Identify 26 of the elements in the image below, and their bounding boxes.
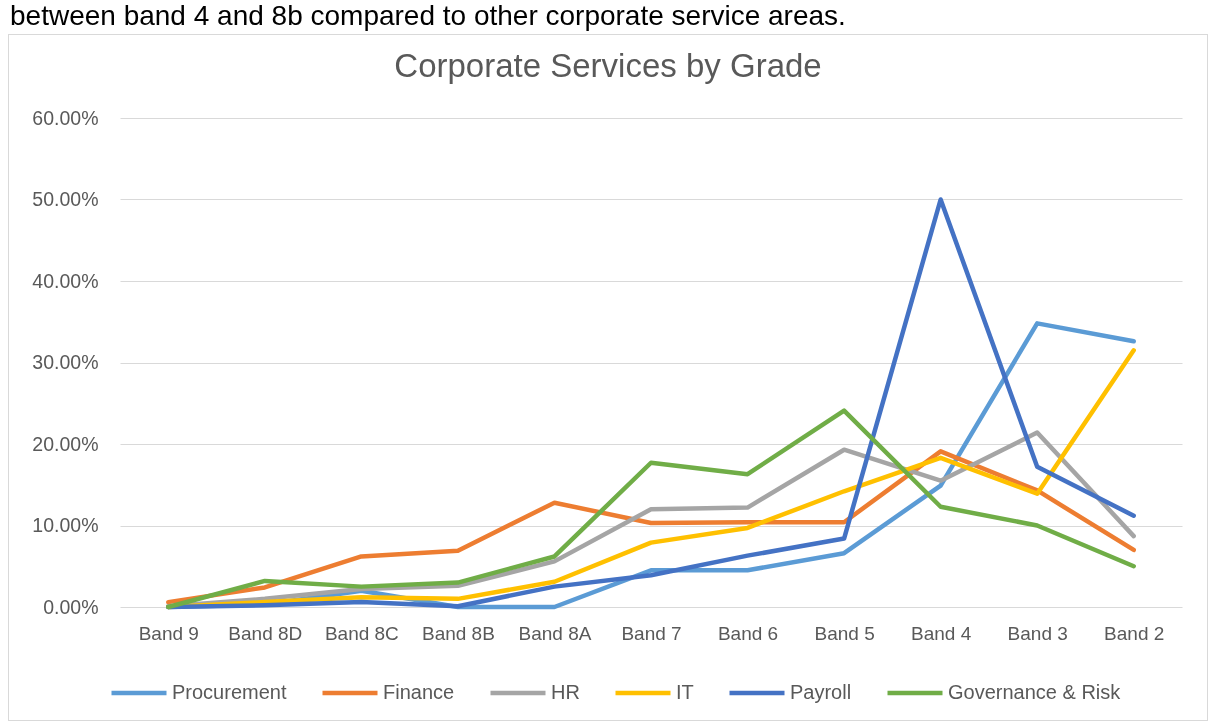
x-tick-label: Band 8C [324,622,399,644]
x-tick-label: Band 8B [421,622,495,644]
x-tick-label: Band 8D [228,622,303,644]
x-tick-label: Band 5 [814,622,875,644]
y-tick-label: 10.00% [32,514,99,536]
x-tick-label: Band 2 [1104,622,1165,644]
y-tick-label: 40.00% [32,269,99,292]
y-tick-label: 60.00% [32,106,99,129]
text: between band 4 and 8b compared to other corporate service areas. [10,0,846,32]
y-tick-label: 0.00% [43,595,99,618]
chart-title: Corporate Services by Grade [394,47,822,84]
y-tick-label: 50.00% [32,188,99,210]
legend-label: HR [551,681,580,703]
legend-label: Finance [383,681,455,703]
x-tick-label: Band 3 [1007,622,1068,644]
legend-label: Procurement [172,681,287,703]
y-tick-label: 20.00% [32,432,99,455]
legend-label: Payroll [790,681,852,703]
x-tick-label: Band 8A [518,622,592,644]
x-tick-label: Band 7 [621,622,682,644]
x-tick-label: Band 6 [717,622,779,644]
legend-label: IT [676,681,694,703]
x-tick-label: Band 9 [138,622,199,644]
legend-label: Governance & Risk [948,681,1122,703]
x-tick-label: Band 4 [911,622,972,644]
y-tick-label: 30.00% [32,351,99,373]
